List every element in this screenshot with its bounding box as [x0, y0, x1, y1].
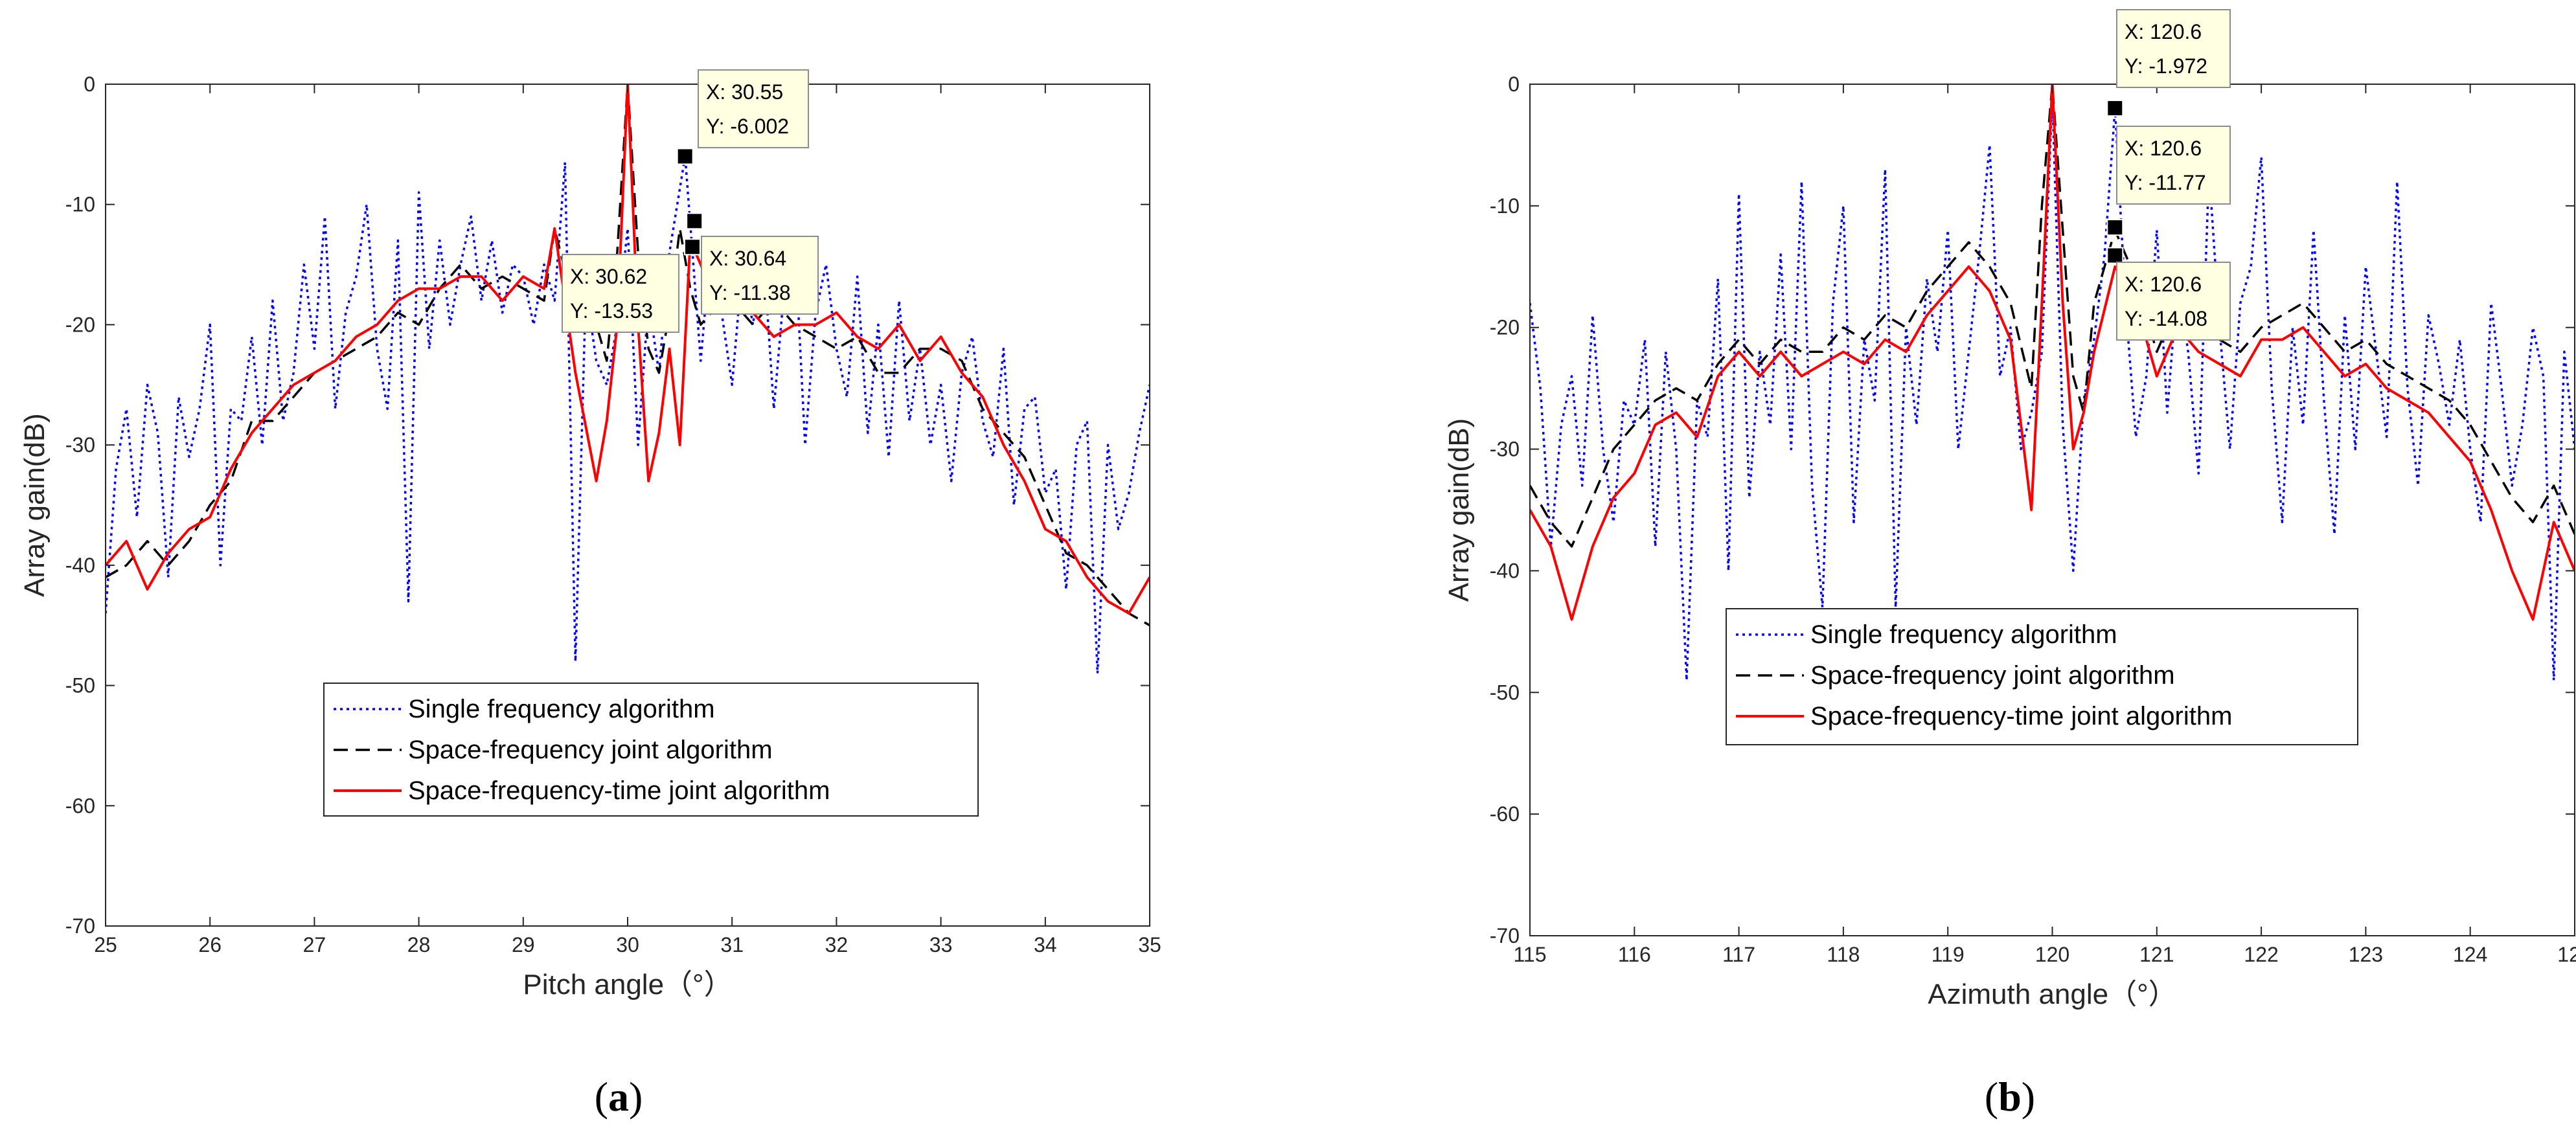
- datatip-box: [562, 254, 679, 333]
- series-line-dotted: [1530, 95, 2575, 682]
- datatip-y-value: Y: -14.08: [2125, 307, 2207, 330]
- series-line-solid: [1530, 84, 2575, 621]
- datatip-x-value: X: 120.6: [2125, 20, 2202, 43]
- x-tick-label: 31: [720, 933, 744, 956]
- y-tick-label: -40: [1490, 559, 1520, 582]
- datatip-x-value: X: 30.64: [709, 247, 786, 270]
- chart-panel-a: 25 26 27 28 29 30 31 32 33 34 35 0 -10 -20 -30 -40 -50 -6…: [19, 69, 1161, 1120]
- y-tick-label: -70: [1490, 924, 1520, 947]
- datatip-y-value: Y: -1.972: [2125, 54, 2207, 78]
- y-tick-label: -30: [65, 433, 95, 457]
- legend-entry: Space-frequency-time joint algorithm: [1810, 702, 2232, 730]
- y-tick-label: -50: [65, 674, 95, 697]
- series-line-dashed: [1530, 84, 2575, 548]
- legend-entry: Space-frequency-time joint algorithm: [408, 776, 830, 805]
- x-tick-label: 35: [1138, 933, 1161, 956]
- datatip-x-value: X: 30.62: [570, 265, 647, 288]
- plot-area: [1530, 84, 2575, 936]
- legend-entry: Single frequency algorithm: [1810, 620, 2117, 649]
- x-tick-label: 123: [2349, 943, 2383, 966]
- x-tick-label: 28: [407, 933, 431, 956]
- y-tick-label: -60: [1490, 802, 1520, 826]
- datatip-marker: [686, 212, 703, 230]
- legend-box: [323, 683, 979, 817]
- datatip-box: [2116, 262, 2231, 341]
- panel-letter: b: [1998, 1074, 2022, 1120]
- y-tick-label: 0: [84, 73, 95, 96]
- legend-box: [1726, 608, 2358, 745]
- x-tick-label: 33: [929, 933, 953, 956]
- legend-entry: Single frequency algorithm: [408, 695, 715, 723]
- panel-label: (b): [1985, 1074, 2035, 1120]
- y-tick-label: -70: [65, 914, 95, 938]
- datatip-y-value: Y: -6.002: [706, 115, 789, 138]
- panel-letter: a: [608, 1074, 629, 1120]
- y-tick-label: -40: [65, 554, 95, 577]
- y-axis-label: Array gain(dB): [1443, 418, 1475, 602]
- x-tick-label: 27: [303, 933, 326, 956]
- x-tick-label: 118: [1827, 943, 1860, 966]
- x-tick-label: 32: [825, 933, 849, 956]
- datatip-y-value: Y: -11.77: [2125, 171, 2206, 194]
- y-tick-label: 0: [1508, 73, 1520, 96]
- datatip-box: [701, 236, 819, 315]
- y-tick-label: -60: [65, 794, 95, 817]
- datatip-marker: [683, 238, 701, 256]
- x-axis-label: Pitch angle（°）: [523, 969, 732, 1000]
- datatip-marker: [676, 148, 694, 165]
- datatip-x-value: X: 30.55: [706, 80, 783, 104]
- x-tick-label: 125: [2557, 943, 2576, 966]
- x-tick-label: 115: [1513, 943, 1546, 966]
- x-axis-label: Azimuth angle（°）: [1928, 978, 2176, 1010]
- x-tick-label: 120: [2035, 943, 2069, 966]
- x-tick-label: 117: [1722, 943, 1755, 966]
- y-tick-label: -20: [65, 313, 95, 336]
- x-tick-label: 116: [1618, 943, 1651, 966]
- y-tick-label: -20: [1490, 316, 1520, 339]
- datatip-y-value: Y: -11.38: [709, 281, 791, 304]
- x-tick-label: 26: [198, 933, 222, 956]
- datatip-marker: [2106, 219, 2124, 236]
- x-tick-label: 30: [616, 933, 639, 956]
- x-tick-label: 122: [2244, 943, 2278, 966]
- y-tick-label: -30: [1490, 438, 1520, 461]
- legend-entry: Space-frequency joint algorithm: [408, 736, 773, 764]
- x-tick-label: 25: [94, 933, 117, 956]
- datatip-marker: [2106, 100, 2124, 117]
- series-line-dashed: [106, 84, 1150, 627]
- datatip-y-value: Y: -13.53: [570, 299, 653, 322]
- x-tick-label: 119: [1932, 943, 1965, 966]
- x-tick-label: 124: [2453, 943, 2487, 966]
- x-tick-label: 34: [1034, 933, 1057, 956]
- y-tick-label: -50: [1490, 681, 1520, 704]
- panel-label: (a): [595, 1074, 643, 1120]
- datatip-x-value: X: 120.6: [2125, 137, 2202, 160]
- datatip-marker: [2106, 247, 2124, 264]
- datatip-box: [2116, 126, 2231, 205]
- x-tick-label: 29: [512, 933, 535, 956]
- y-axis-label: Array gain(dB): [19, 413, 51, 597]
- series-group: [1530, 84, 2575, 682]
- chart-panel-b: 115 116 117 118 119 120 121 122 123 124 125 0 -10 -20…: [1443, 9, 2576, 1120]
- datatip-x-value: X: 120.6: [2125, 273, 2202, 296]
- legend-entry: Space-frequency joint algorithm: [1810, 661, 2175, 690]
- y-tick-label: -10: [1490, 194, 1520, 218]
- x-tick-label: 121: [2139, 943, 2174, 966]
- datatip-box: [2116, 9, 2231, 88]
- y-tick-label: -10: [65, 193, 95, 216]
- datatip-box: [698, 69, 809, 148]
